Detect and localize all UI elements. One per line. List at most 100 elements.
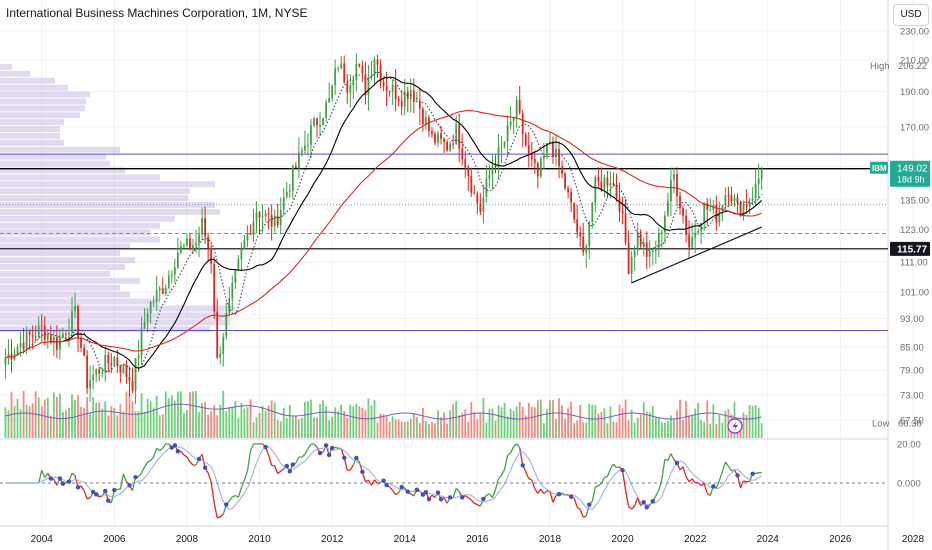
candle-body bbox=[161, 288, 164, 294]
oscillator-line bbox=[685, 476, 690, 483]
volume-profile-row bbox=[0, 257, 135, 264]
oscillator-line bbox=[721, 461, 727, 472]
volume-bar bbox=[140, 393, 143, 438]
candle-body bbox=[31, 335, 34, 337]
candle-body bbox=[46, 334, 49, 340]
oscillator-line bbox=[474, 502, 478, 506]
oscillator-line bbox=[150, 456, 155, 462]
volume-bar bbox=[539, 399, 542, 438]
volume-bars bbox=[4, 390, 763, 438]
candle-body bbox=[310, 125, 312, 145]
volume-bar bbox=[582, 422, 585, 438]
candle-body bbox=[721, 205, 724, 210]
oscillator-line bbox=[147, 460, 151, 463]
volume-bar bbox=[403, 421, 406, 438]
candle-body bbox=[337, 68, 340, 70]
oscillator-line bbox=[349, 464, 354, 471]
price-axis[interactable]: 230.00210.00190.00170.00150.00135.00123.… bbox=[897, 27, 929, 490]
oscillator-line bbox=[715, 480, 720, 489]
ascending-trendline bbox=[631, 226, 762, 284]
volume-bar bbox=[201, 403, 203, 438]
volume-bar bbox=[388, 421, 391, 438]
volume-bar bbox=[55, 396, 58, 438]
currency-button[interactable]: USD bbox=[893, 4, 929, 26]
volume-bar bbox=[515, 406, 518, 438]
volume-bar bbox=[297, 419, 300, 438]
volume-bar bbox=[718, 414, 721, 438]
candle-body bbox=[98, 369, 101, 374]
volume-bar bbox=[355, 404, 358, 438]
candle-body bbox=[443, 138, 445, 142]
candle-body bbox=[319, 125, 321, 127]
candle-body bbox=[703, 202, 706, 223]
volume-bar bbox=[143, 411, 146, 438]
candle-body bbox=[92, 374, 95, 381]
oscillator-line bbox=[377, 482, 381, 485]
volume-bar bbox=[443, 412, 445, 438]
horizontal-levels[interactable] bbox=[0, 153, 888, 331]
volume-bar bbox=[237, 417, 240, 438]
oscillator-cross-dot bbox=[48, 476, 54, 481]
candle-body bbox=[760, 168, 763, 179]
time-axis[interactable]: 2004 2006 2008 2010 2012 2014 2016 2018 2020 2022… bbox=[31, 534, 925, 545]
volume-bar bbox=[243, 408, 246, 438]
candle-body bbox=[131, 381, 134, 391]
volume-bar bbox=[524, 415, 527, 438]
volume-profile-row bbox=[0, 146, 120, 153]
candle-body bbox=[225, 313, 228, 337]
volume-bar bbox=[89, 413, 92, 438]
candle-body bbox=[428, 117, 430, 132]
candle-body bbox=[515, 100, 518, 118]
oscillator-line bbox=[249, 443, 255, 452]
volume-profile bbox=[0, 64, 235, 333]
candle-body bbox=[334, 68, 337, 86]
volume-bar bbox=[561, 405, 563, 438]
trendline[interactable] bbox=[631, 226, 762, 284]
lightning-icon[interactable] bbox=[727, 418, 743, 434]
volume-bar bbox=[415, 416, 418, 438]
candle-body bbox=[379, 64, 382, 83]
candle-body bbox=[40, 325, 43, 327]
volume-bar bbox=[570, 401, 573, 438]
oscillator-cross-dot bbox=[405, 489, 410, 494]
volume-bar bbox=[107, 415, 110, 438]
candle-body bbox=[730, 195, 733, 202]
oscillator-line bbox=[697, 482, 702, 487]
volume-bar bbox=[149, 401, 152, 438]
volume-bar bbox=[509, 408, 512, 438]
oscillator-line bbox=[144, 461, 149, 468]
volume-bar bbox=[579, 404, 582, 438]
volume-bar bbox=[530, 406, 533, 438]
candle-body bbox=[291, 166, 294, 191]
volume-bar bbox=[760, 423, 763, 438]
candle-body bbox=[673, 173, 675, 180]
candle-body bbox=[246, 233, 249, 241]
candle-body bbox=[521, 113, 524, 135]
candle-body bbox=[62, 333, 64, 338]
candle-body bbox=[83, 347, 85, 356]
oscillator-line bbox=[549, 491, 554, 503]
volume-bar bbox=[464, 409, 467, 438]
volume-profile-row bbox=[0, 284, 120, 291]
oscillator-line bbox=[373, 479, 379, 484]
candle-body bbox=[300, 150, 303, 153]
candle-body bbox=[279, 209, 282, 226]
volume-bar bbox=[606, 423, 609, 438]
volume-bar bbox=[603, 408, 606, 438]
volume-bar bbox=[745, 414, 748, 438]
time-tick-label: 2012 bbox=[321, 534, 344, 545]
oscillator-line bbox=[228, 496, 233, 502]
candle-body bbox=[536, 163, 539, 177]
volume-bar bbox=[748, 404, 751, 438]
candle-body bbox=[282, 197, 285, 210]
candle-body bbox=[546, 142, 548, 156]
volume-bar bbox=[189, 391, 191, 438]
volume-bar bbox=[252, 422, 255, 438]
candle-body bbox=[397, 99, 400, 101]
candle-body bbox=[288, 190, 291, 192]
volume-profile-row bbox=[0, 84, 68, 91]
candle-body bbox=[207, 236, 210, 249]
oscillator-line bbox=[634, 497, 639, 507]
